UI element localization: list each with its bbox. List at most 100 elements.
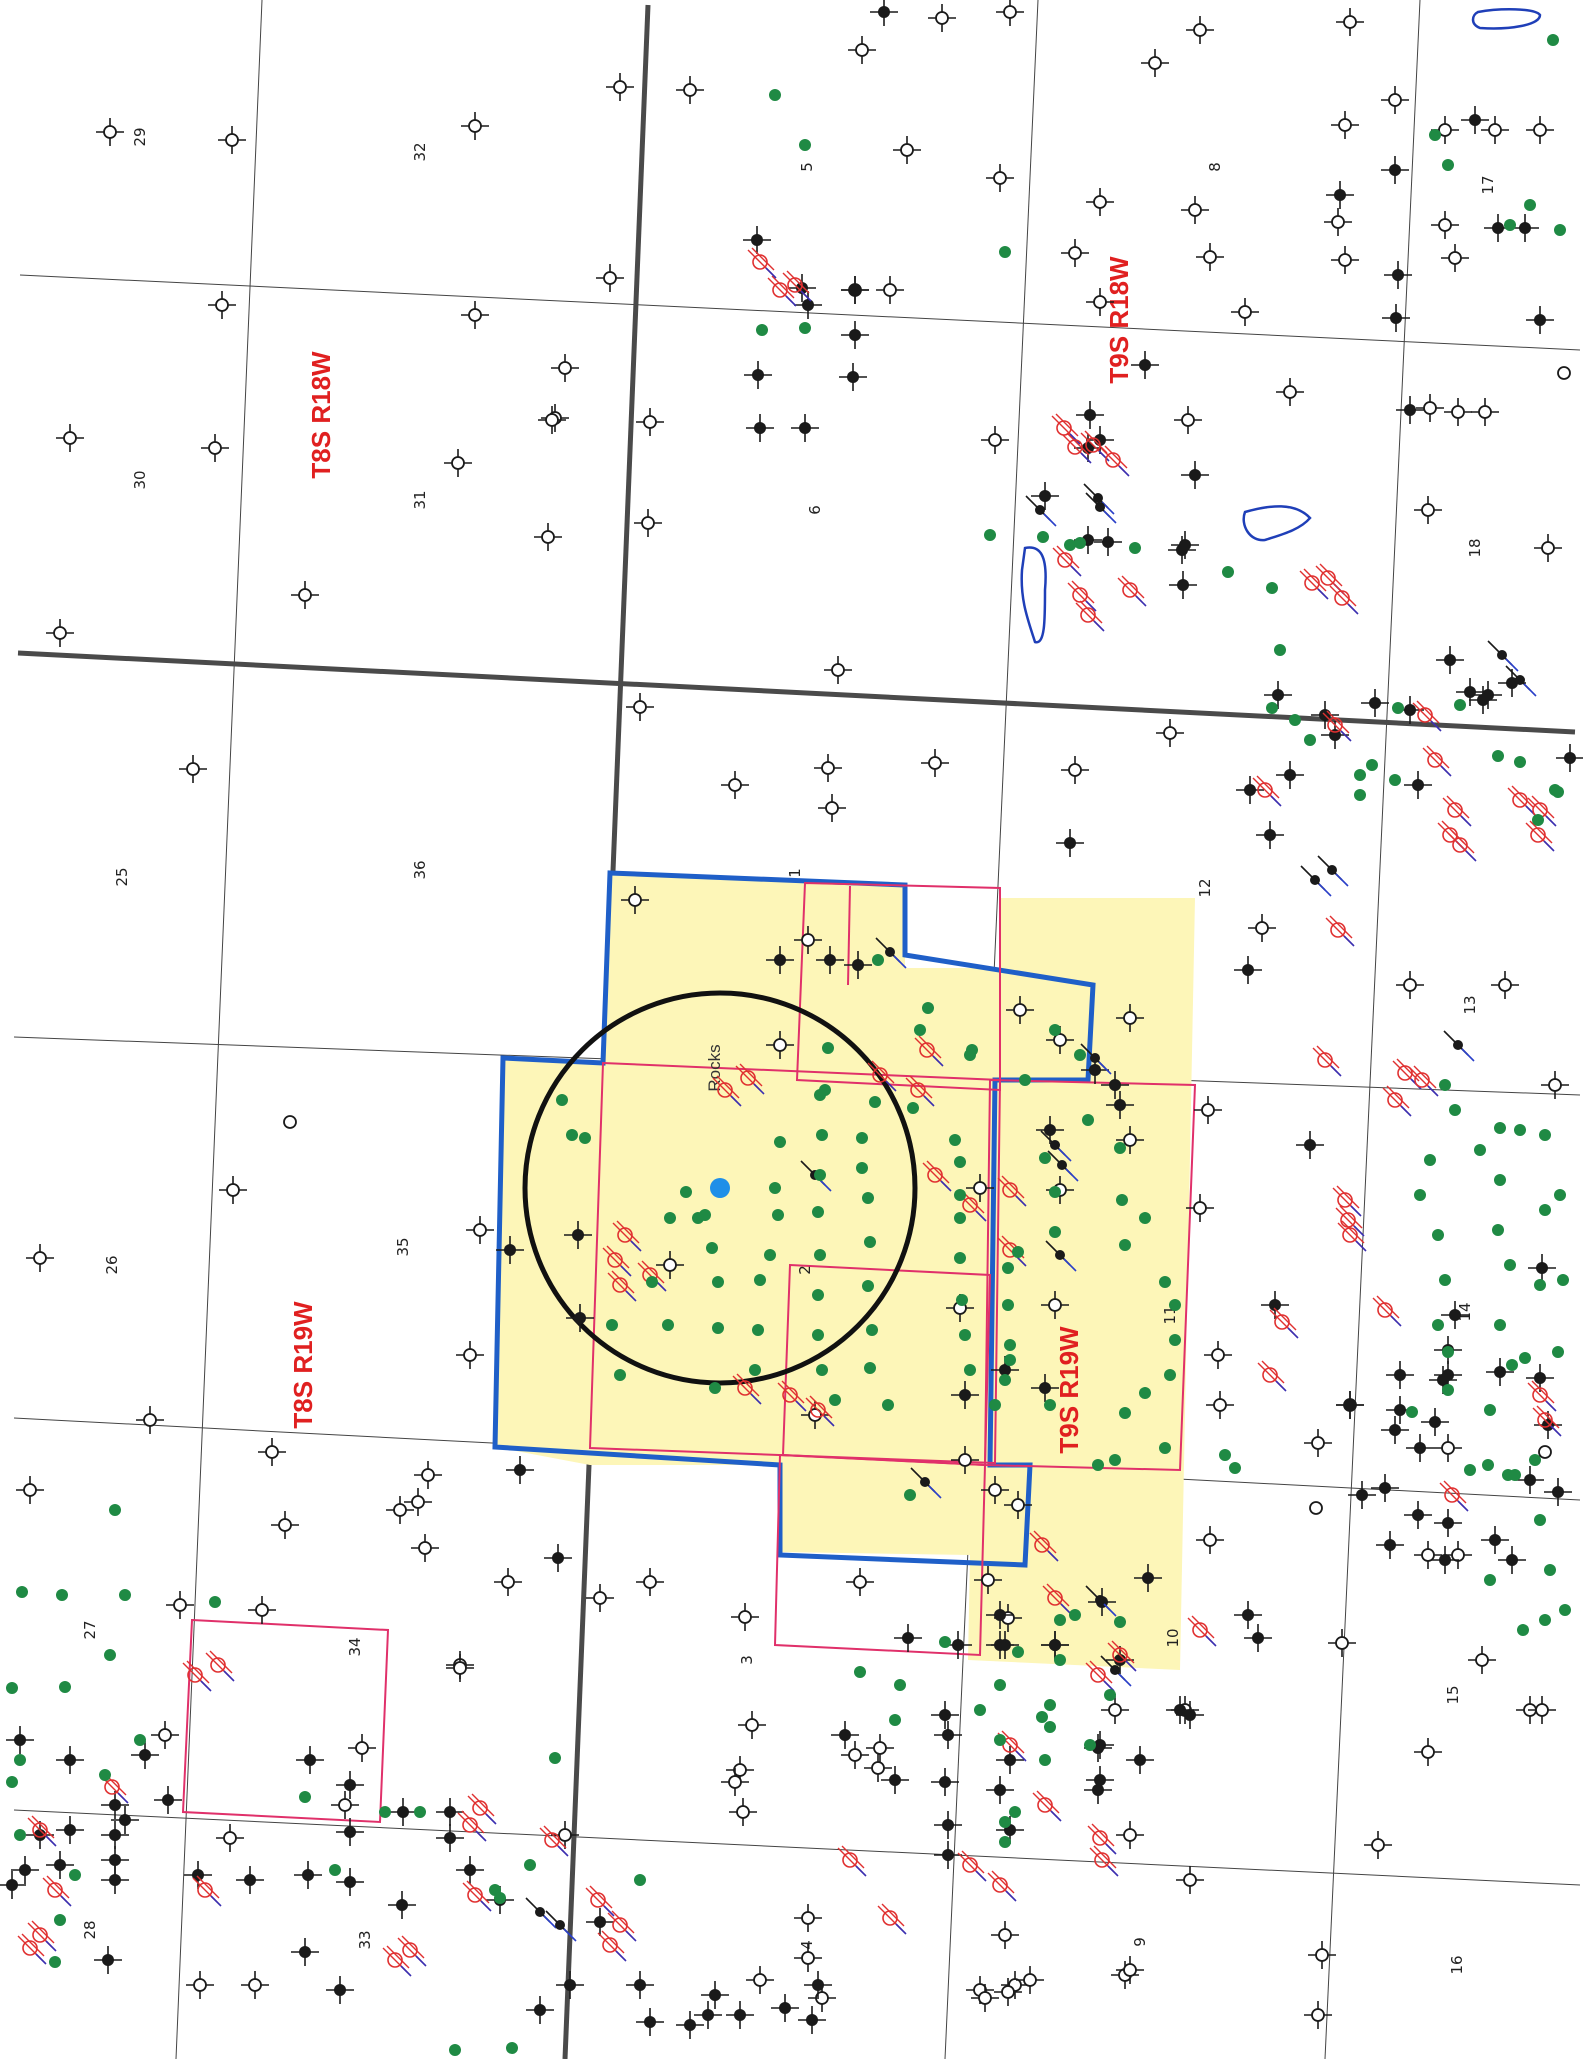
producing-well-dot-icon[interactable]	[1482, 1459, 1494, 1471]
oil-well-icon[interactable]	[1527, 1253, 1557, 1283]
producing-well-dot-icon[interactable]	[1549, 784, 1561, 796]
producing-well-dot-icon[interactable]	[329, 1864, 341, 1876]
well-location-icon[interactable]	[283, 1115, 297, 1129]
producing-well-dot-icon[interactable]	[1054, 1654, 1066, 1666]
oil-well-icon[interactable]	[1403, 770, 1433, 800]
plugged-well-icon[interactable]	[1335, 1205, 1365, 1237]
producing-well-dot-icon[interactable]	[1439, 1274, 1451, 1286]
oil-well-icon[interactable]	[1533, 1410, 1563, 1440]
dry-hole-well-icon[interactable]	[1330, 245, 1360, 275]
producing-well-dot-icon[interactable]	[706, 1242, 718, 1254]
producing-well-dot-icon[interactable]	[99, 1769, 111, 1781]
oil-well-icon[interactable]	[1275, 760, 1305, 790]
producing-well-dot-icon[interactable]	[959, 1329, 971, 1341]
plugged-well-icon[interactable]	[462, 1880, 492, 1912]
producing-well-dot-icon[interactable]	[1539, 1204, 1551, 1216]
dry-hole-well-icon[interactable]	[1335, 7, 1365, 37]
producing-well-dot-icon[interactable]	[866, 1324, 878, 1336]
producing-well-dot-icon[interactable]	[1116, 1194, 1128, 1206]
producing-well-dot-icon[interactable]	[1432, 1229, 1444, 1241]
producing-well-dot-icon[interactable]	[1039, 1754, 1051, 1766]
producing-well-dot-icon[interactable]	[109, 1504, 121, 1516]
dry-hole-well-icon[interactable]	[980, 425, 1010, 455]
producing-well-dot-icon[interactable]	[1012, 1246, 1024, 1258]
producing-well-dot-icon[interactable]	[1159, 1442, 1171, 1454]
oil-well-icon[interactable]	[25, 1820, 55, 1850]
producing-well-dot-icon[interactable]	[754, 1274, 766, 1286]
oil-well-icon[interactable]	[985, 1775, 1015, 1805]
producing-well-dot-icon[interactable]	[1084, 1739, 1096, 1751]
oil-well-icon[interactable]	[1433, 1508, 1463, 1538]
producing-well-dot-icon[interactable]	[299, 1791, 311, 1803]
oil-well-icon[interactable]	[635, 2007, 665, 2037]
producing-well-dot-icon[interactable]	[939, 1636, 951, 1648]
plugged-well-icon[interactable]	[205, 1650, 235, 1682]
producing-well-dot-icon[interactable]	[1054, 1614, 1066, 1626]
producing-well-dot-icon[interactable]	[379, 1806, 391, 1818]
producing-well-dot-icon[interactable]	[1289, 714, 1301, 726]
producing-well-dot-icon[interactable]	[1442, 1384, 1454, 1396]
producing-well-dot-icon[interactable]	[709, 1382, 721, 1394]
producing-well-dot-icon[interactable]	[1304, 734, 1316, 746]
dry-hole-well-icon[interactable]	[920, 748, 950, 778]
producing-well-dot-icon[interactable]	[579, 1132, 591, 1144]
plugged-well-icon[interactable]	[1439, 1480, 1469, 1512]
producing-well-dot-icon[interactable]	[14, 1829, 26, 1841]
producing-well-dot-icon[interactable]	[999, 1374, 1011, 1386]
oil-well-icon[interactable]	[435, 1823, 465, 1853]
producing-well-dot-icon[interactable]	[816, 1364, 828, 1376]
dry-hole-well-icon[interactable]	[257, 1437, 287, 1467]
producing-well-dot-icon[interactable]	[1492, 750, 1504, 762]
producing-well-dot-icon[interactable]	[1266, 582, 1278, 594]
dry-hole-well-icon[interactable]	[1275, 377, 1305, 407]
plugged-well-icon[interactable]	[1332, 1185, 1362, 1217]
producing-well-dot-icon[interactable]	[864, 1236, 876, 1248]
producing-well-dot-icon[interactable]	[1442, 159, 1454, 171]
producing-well-dot-icon[interactable]	[974, 1704, 986, 1716]
oil-well-icon[interactable]	[335, 1817, 365, 1847]
dry-hole-well-icon[interactable]	[845, 1567, 875, 1597]
dry-hole-well-icon[interactable]	[1323, 207, 1353, 237]
center-point-icon[interactable]	[710, 1178, 730, 1198]
oil-well-icon[interactable]	[1255, 820, 1285, 850]
directional-well-icon[interactable]	[1317, 855, 1349, 887]
dry-hole-well-icon[interactable]	[875, 275, 905, 305]
dry-hole-well-icon[interactable]	[863, 1753, 893, 1783]
producing-well-dot-icon[interactable]	[964, 1364, 976, 1376]
well-location-icon[interactable]	[1309, 1501, 1323, 1515]
plugged-well-icon[interactable]	[1325, 915, 1355, 947]
dry-hole-well-icon[interactable]	[445, 1653, 475, 1683]
producing-well-dot-icon[interactable]	[49, 1956, 61, 1968]
dry-hole-well-icon[interactable]	[1430, 210, 1460, 240]
oil-well-icon[interactable]	[933, 1840, 963, 1870]
oil-well-icon[interactable]	[100, 1865, 130, 1895]
producing-well-dot-icon[interactable]	[414, 1806, 426, 1818]
oil-well-icon[interactable]	[700, 1980, 730, 2010]
producing-well-dot-icon[interactable]	[822, 1042, 834, 1054]
plugged-well-icon[interactable]	[1442, 795, 1472, 827]
producing-well-dot-icon[interactable]	[6, 1776, 18, 1788]
producing-well-dot-icon[interactable]	[1044, 1399, 1056, 1411]
dry-hole-well-icon[interactable]	[1467, 1645, 1497, 1675]
producing-well-dot-icon[interactable]	[954, 1252, 966, 1264]
dry-hole-well-icon[interactable]	[218, 1175, 248, 1205]
dry-hole-well-icon[interactable]	[347, 1733, 377, 1763]
oil-well-icon[interactable]	[183, 1860, 213, 1890]
producing-well-dot-icon[interactable]	[989, 1399, 1001, 1411]
dry-hole-well-icon[interactable]	[95, 117, 125, 147]
oil-well-icon[interactable]	[1093, 527, 1123, 557]
dry-hole-well-icon[interactable]	[633, 508, 663, 538]
dry-hole-well-icon[interactable]	[1195, 242, 1225, 272]
dry-hole-well-icon[interactable]	[460, 111, 490, 141]
dry-hole-well-icon[interactable]	[178, 754, 208, 784]
oil-well-icon[interactable]	[625, 1970, 655, 2000]
producing-well-dot-icon[interactable]	[999, 1816, 1011, 1828]
oil-well-icon[interactable]	[1370, 1473, 1400, 1503]
oil-well-icon[interactable]	[290, 1937, 320, 1967]
dry-hole-well-icon[interactable]	[595, 263, 625, 293]
producing-well-dot-icon[interactable]	[1464, 1464, 1476, 1476]
oil-well-icon[interactable]	[933, 1810, 963, 1840]
producing-well-dot-icon[interactable]	[984, 529, 996, 541]
dry-hole-well-icon[interactable]	[817, 793, 847, 823]
dry-hole-well-icon[interactable]	[1247, 913, 1277, 943]
